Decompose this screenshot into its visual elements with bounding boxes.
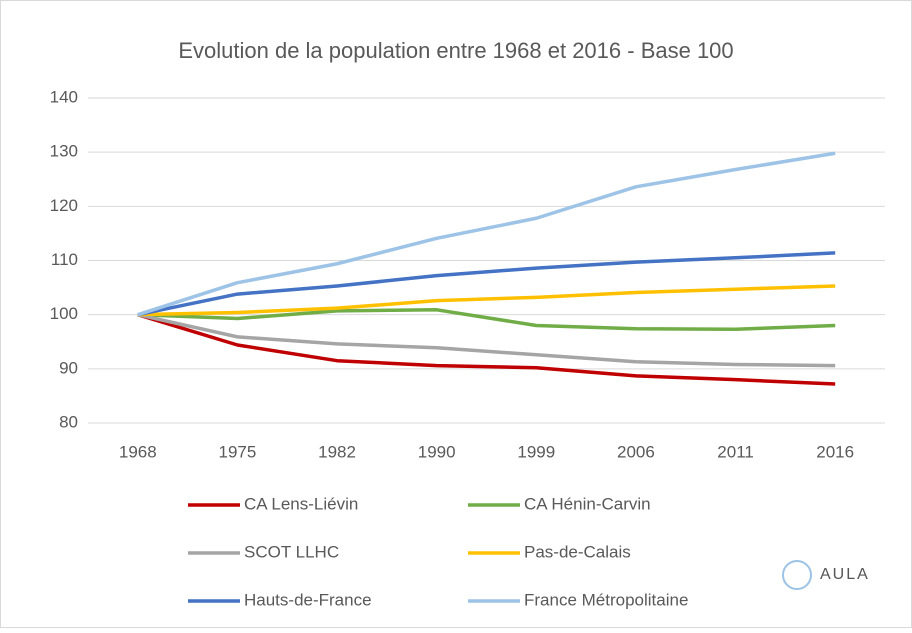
x-tick-label: 1982 (318, 442, 356, 461)
series-line (137, 151, 836, 317)
x-tick-label: 2011 (717, 442, 754, 461)
legend-label: CA Lens-Liévin (244, 494, 358, 513)
logo-text: AULA (820, 566, 870, 583)
y-tick-label: 90 (59, 358, 78, 377)
x-tick-label: 1990 (418, 442, 456, 461)
legend-label: Hauts-de-France (244, 590, 372, 609)
legend-label: CA Hénin-Carvin (524, 494, 651, 513)
x-tick-label: 2006 (617, 442, 655, 461)
series-line (137, 312, 836, 386)
legend-label: Pas-de-Calais (524, 542, 631, 561)
series-line (137, 251, 836, 317)
logo: AULA (782, 560, 870, 590)
logo-icon (782, 560, 812, 590)
x-tick-label: 1975 (219, 442, 257, 461)
y-tick-label: 120 (50, 196, 78, 215)
y-tick-label: 110 (51, 250, 78, 269)
chart-title: Evolution de la population entre 1968 et… (178, 38, 733, 63)
y-tick-label: 100 (50, 304, 78, 323)
legend-label: France Métropolitaine (524, 590, 688, 609)
x-tick-label: 1999 (517, 442, 555, 461)
y-tick-label: 140 (50, 87, 78, 106)
x-tick-label: 2016 (816, 442, 854, 461)
series-line (137, 308, 836, 332)
x-tick-label: 1968 (119, 442, 157, 461)
y-tick-label: 130 (50, 142, 78, 161)
legend-label: SCOT LLHC (244, 542, 339, 561)
series-line (137, 312, 836, 368)
y-tick-label: 80 (59, 412, 78, 431)
series-line (137, 284, 836, 317)
